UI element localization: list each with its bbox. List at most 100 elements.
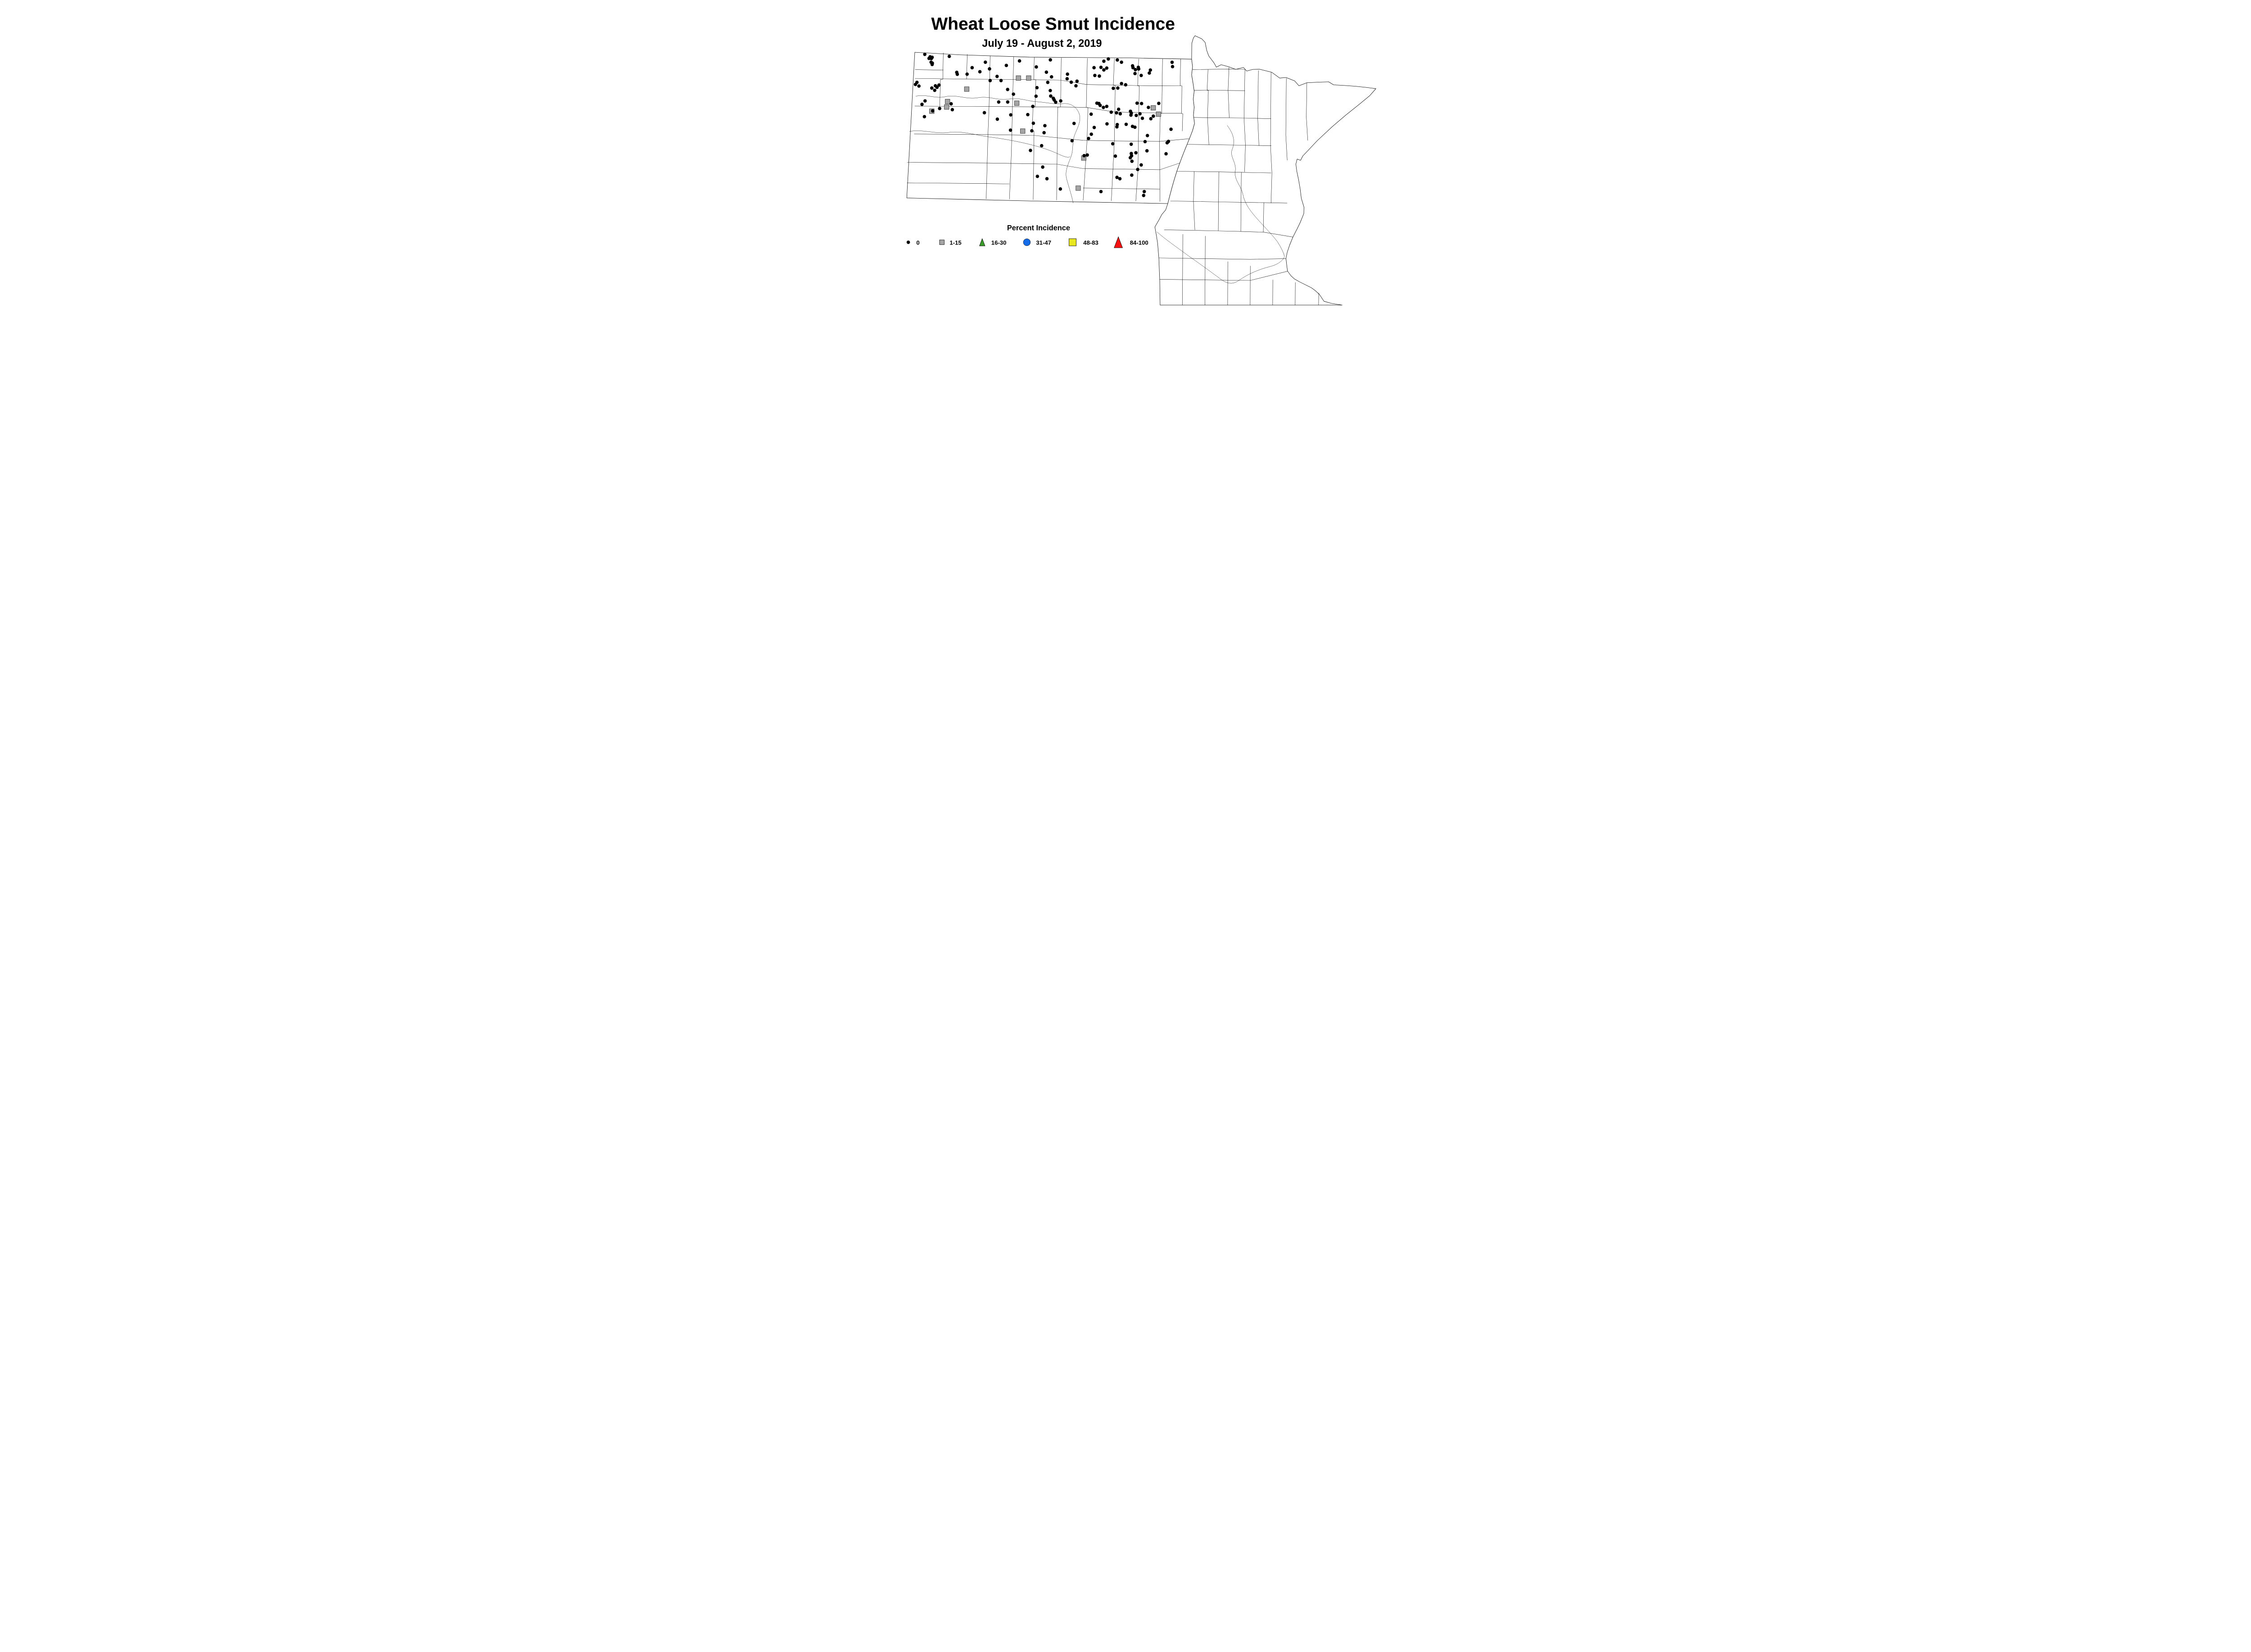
legend-label-0: 0 <box>916 239 919 246</box>
legend-title: Percent Incidence <box>1007 224 1070 232</box>
incidence-point-zero <box>1134 68 1137 72</box>
incidence-point-zero <box>913 82 918 86</box>
incidence-point-zero <box>1142 194 1146 197</box>
incidence-point-zero <box>1152 114 1155 118</box>
incidence-point-zero <box>930 86 934 90</box>
incidence-point-zero <box>1143 140 1147 144</box>
incidence-point-zero <box>1136 167 1139 172</box>
legend-label-1-15: 1-15 <box>949 239 961 246</box>
incidence-point-zero <box>1133 125 1137 129</box>
incidence-point-low <box>1016 75 1021 81</box>
incidence-point-zero <box>1145 134 1149 137</box>
incidence-point-zero <box>1004 63 1008 68</box>
incidence-point-zero <box>1040 144 1044 148</box>
incidence-point-low <box>964 86 969 92</box>
incidence-point-zero <box>1102 59 1106 63</box>
incidence-point-zero <box>1109 110 1113 114</box>
incidence-point-zero <box>923 99 927 103</box>
incidence-point-zero <box>1165 141 1169 145</box>
incidence-point-zero <box>978 70 982 74</box>
legend-label-31-47: 31-47 <box>1036 239 1051 246</box>
incidence-point-zero <box>1006 87 1009 91</box>
incidence-point-zero <box>1098 74 1101 78</box>
incidence-point-zero <box>1105 104 1109 109</box>
incidence-point-zero <box>1115 111 1118 115</box>
incidence-point-zero <box>1164 152 1168 156</box>
incidence-point-zero <box>1142 190 1146 194</box>
incidence-point-zero <box>1149 117 1153 121</box>
incidence-point-zero <box>1045 177 1049 181</box>
incidence-point-zero <box>1102 105 1105 109</box>
incidence-point-low <box>1156 111 1161 117</box>
incidence-point-zero <box>947 54 951 58</box>
incidence-point-zero <box>1034 94 1038 98</box>
missouri-river <box>916 95 1080 204</box>
legend-symbol-0 <box>906 240 910 244</box>
legend-symbol-16-30 <box>979 238 985 246</box>
incidence-point-zero <box>1029 149 1032 152</box>
incidence-point-low <box>1020 128 1026 134</box>
incidence-point-low <box>944 104 949 110</box>
incidence-point-zero <box>1130 159 1134 163</box>
incidence-point-zero <box>1044 70 1049 74</box>
incidence-point-zero <box>1054 100 1058 104</box>
incidence-point-zero <box>1112 86 1115 90</box>
page-title: Wheat Loose Smut Incidence <box>931 14 1175 34</box>
legend-symbol-48-83 <box>1069 238 1076 246</box>
legend-label-16-30: 16-30 <box>991 239 1007 246</box>
incidence-point-zero <box>982 111 986 115</box>
incidence-point-zero <box>1107 57 1110 61</box>
incidence-point-zero <box>929 57 933 60</box>
incidence-point-zero <box>1070 139 1074 143</box>
incidence-point-zero <box>1066 72 1069 76</box>
incidence-point-zero <box>1049 89 1052 92</box>
incidence-point-zero <box>1137 67 1141 71</box>
incidence-point-zero <box>1049 75 1053 79</box>
incidence-point-low <box>1151 105 1156 111</box>
points-zero-incidence <box>913 52 1175 197</box>
incidence-point-zero <box>1129 142 1133 146</box>
incidence-point-zero <box>1017 59 1022 63</box>
incidence-point-zero <box>1098 104 1102 107</box>
incidence-point-low <box>945 99 950 104</box>
incidence-point-zero <box>1093 73 1097 77</box>
rivers <box>909 95 1285 284</box>
incidence-point-zero <box>1089 112 1093 116</box>
incidence-point-zero <box>1139 102 1144 105</box>
incidence-point-zero <box>965 72 969 76</box>
legend-label-48-83: 48-83 <box>1083 239 1098 246</box>
incidence-point-low <box>1076 186 1081 191</box>
incidence-point-zero <box>933 88 936 92</box>
incidence-point-zero <box>997 100 1001 104</box>
incidence-point-zero <box>1147 105 1150 109</box>
legend-symbol-84-100 <box>1114 236 1123 248</box>
incidence-point-zero <box>1139 163 1143 167</box>
incidence-point-zero <box>1058 187 1062 191</box>
incidence-point-zero <box>1138 112 1142 116</box>
incidence-point-zero <box>1116 107 1121 111</box>
incidence-point-zero <box>1135 101 1139 105</box>
incidence-point-zero <box>1035 174 1040 178</box>
incidence-point-zero <box>1105 122 1109 126</box>
incidence-point-zero <box>1046 81 1050 84</box>
incidence-point-zero <box>1099 190 1103 194</box>
mississippi-river <box>1227 125 1285 257</box>
incidence-point-zero <box>1075 79 1079 83</box>
incidence-point-zero <box>1139 73 1143 77</box>
north-dakota-county-lines <box>907 53 1189 202</box>
incidence-point-zero <box>983 60 987 64</box>
incidence-point-zero <box>1065 77 1069 81</box>
incidence-point-zero <box>1099 65 1103 69</box>
incidence-point-zero <box>988 79 992 82</box>
incidence-point-zero <box>1009 113 1012 117</box>
incidence-point-zero <box>930 63 934 66</box>
legend-label-84-100: 84-100 <box>1130 239 1148 246</box>
incidence-point-zero <box>937 83 941 87</box>
incidence-point-zero <box>1135 113 1138 118</box>
incidence-point-zero <box>950 108 954 112</box>
incidence-point-zero <box>1130 173 1134 177</box>
incidence-point-zero <box>1118 112 1122 116</box>
incidence-point-zero <box>1069 80 1073 84</box>
incidence-point-zero <box>999 79 1003 82</box>
incidence-point-zero <box>1133 72 1137 76</box>
